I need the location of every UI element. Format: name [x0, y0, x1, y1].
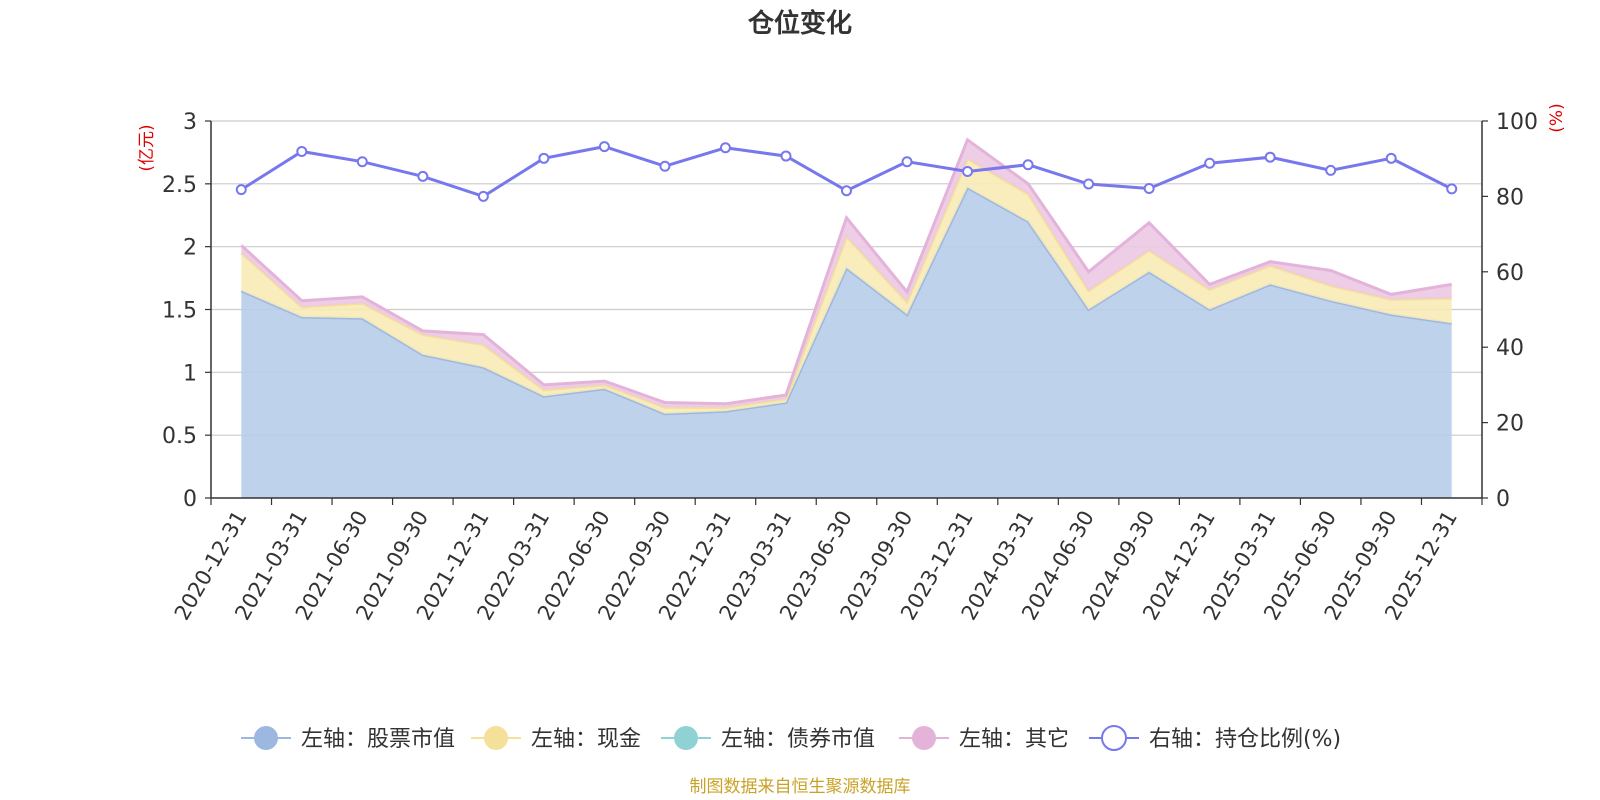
ratio-point: [477, 190, 489, 202]
area-edge-左轴：其它: [240, 137, 1452, 406]
chart-title: 仓位变化: [747, 8, 852, 39]
left-axis-tick-label: 2: [183, 236, 197, 261]
legend-item: 左轴：股票市值: [241, 726, 455, 752]
ratio-point: [962, 166, 974, 178]
ratio-point: [1022, 159, 1034, 171]
ratio-point: [1385, 152, 1397, 164]
stacked-areas: [240, 137, 1452, 498]
legend-marker: [912, 726, 936, 750]
legend: 左轴：股票市值 左轴：现金 左轴：债券市值 左轴：其它 右轴：持仓比例(%): [241, 725, 1341, 752]
left-axis-tick-label: 0: [183, 487, 197, 512]
legend-item: 左轴：现金: [471, 726, 641, 752]
left-axis-tick-label: 2.5: [162, 173, 197, 198]
ratio-point: [598, 141, 610, 153]
left-axis-unit: (亿元): [137, 124, 157, 171]
legend-label: 左轴：现金: [531, 727, 641, 752]
legend-marker: [254, 726, 278, 750]
right-axis-tick-label: 20: [1496, 412, 1524, 437]
ratio-point: [719, 142, 731, 154]
ratio-point: [296, 146, 308, 158]
ratio-point: [780, 150, 792, 162]
holding-ratio-line: [235, 141, 1458, 202]
ratio-point: [1083, 178, 1095, 190]
legend-label: 左轴：债券市值: [721, 727, 875, 752]
ratio-point: [417, 170, 429, 182]
ratio-point: [1143, 182, 1155, 194]
legend-item: 右轴：持仓比例(%): [1089, 725, 1341, 752]
right-axis-tick-label: 100: [1496, 110, 1538, 135]
right-axis-tick-label: 40: [1496, 336, 1524, 361]
data-source-note: 制图数据来自恒生聚源数据库: [690, 777, 911, 797]
legend-item: 左轴：其它: [899, 726, 1069, 752]
legend-marker: [674, 726, 698, 750]
legend-marker: [484, 726, 508, 750]
ratio-point: [901, 156, 913, 168]
legend-label: 右轴：持仓比例(%): [1149, 727, 1341, 752]
left-axis-tick-label: 1.5: [162, 299, 197, 324]
left-axis-tick-label: 1: [183, 361, 197, 386]
ratio-point: [841, 185, 852, 197]
right-axis-tick-label: 80: [1496, 185, 1524, 210]
ratio-point: [1204, 157, 1216, 169]
right-axis-unit: (%): [1547, 103, 1567, 132]
ratio-point: [1264, 151, 1276, 163]
area-左轴：股票市值: [241, 187, 1452, 498]
ratio-point: [659, 160, 671, 172]
legend-label: 左轴：股票市值: [301, 727, 455, 752]
ratio-point: [1325, 164, 1337, 176]
right-axis-tick-label: 60: [1496, 261, 1524, 286]
ratio-point: [538, 152, 550, 164]
ratio-point: [356, 156, 368, 168]
ratio-point: [1446, 183, 1458, 195]
legend-marker: [1101, 725, 1127, 751]
left-axis-tick-label: 0.5: [162, 424, 197, 449]
legend-label: 左轴：其它: [959, 727, 1069, 752]
left-axis-tick-label: 3: [183, 110, 197, 135]
legend-item: 左轴：债券市值: [661, 726, 875, 752]
right-axis-tick-label: 0: [1496, 487, 1510, 512]
ratio-point: [235, 184, 247, 196]
